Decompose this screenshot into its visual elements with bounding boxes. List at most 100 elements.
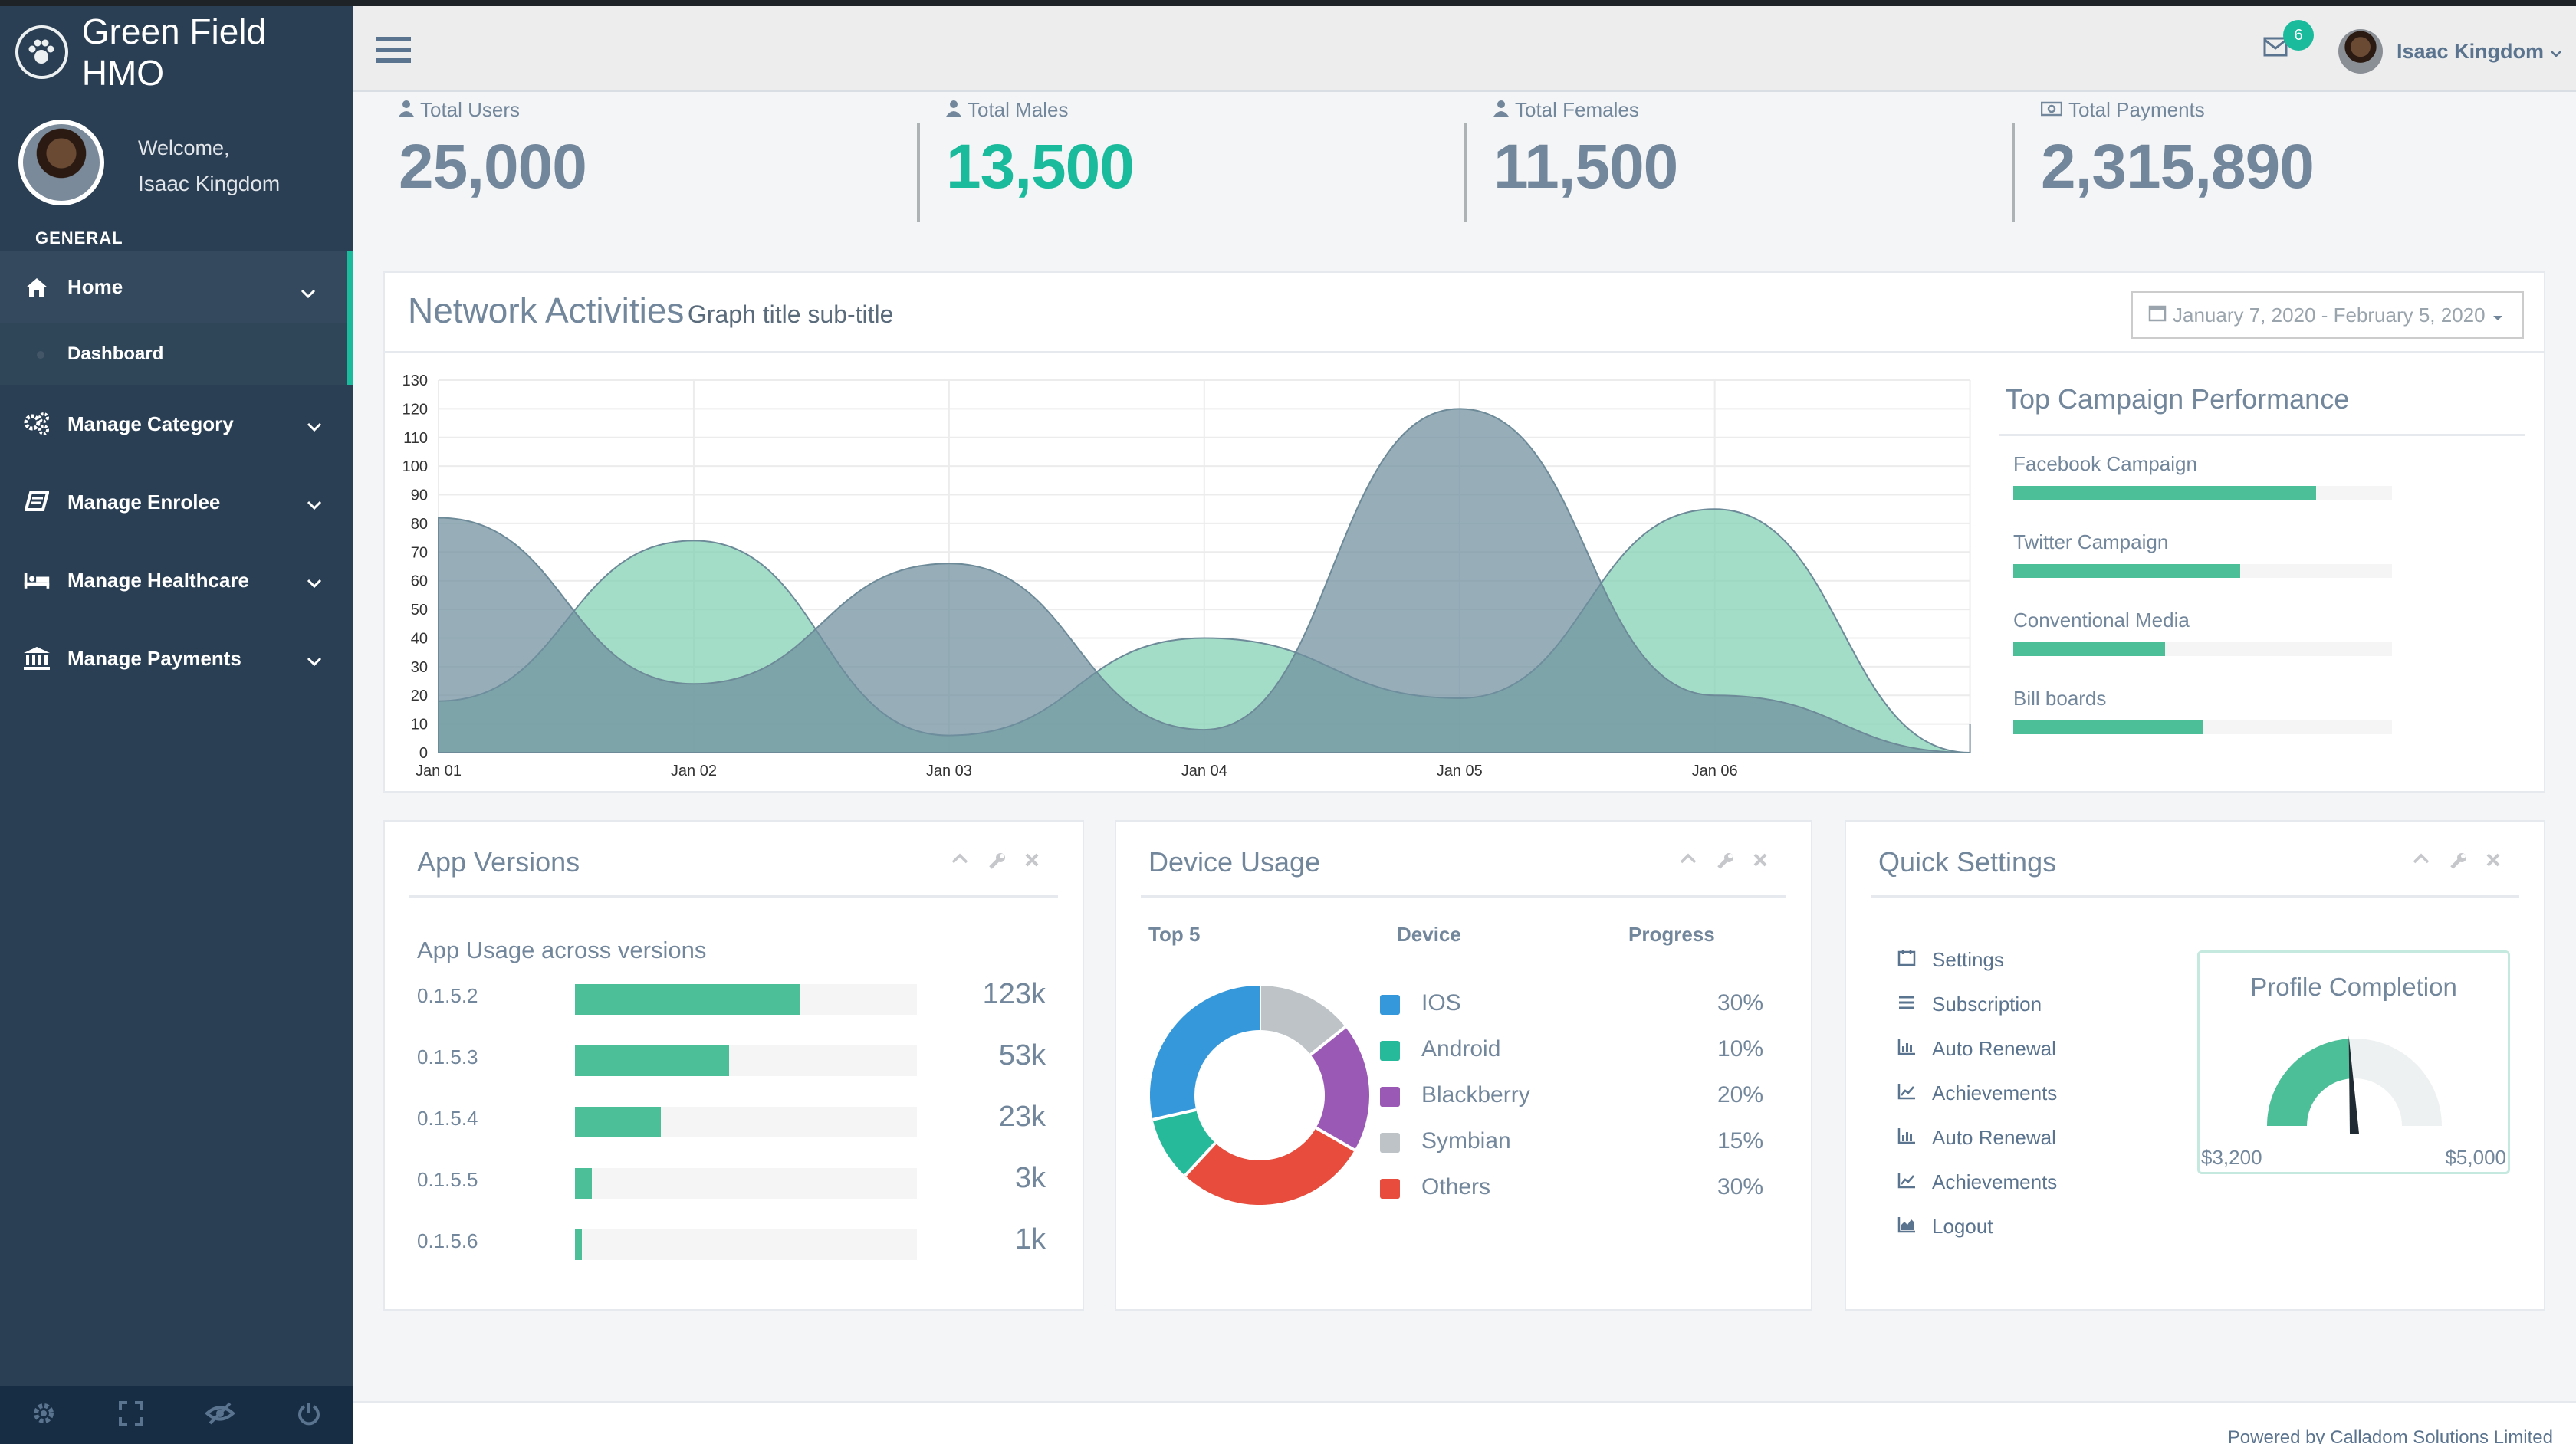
device-percent: 30% <box>1717 990 1763 1016</box>
sidebar-item-home[interactable]: Home <box>0 251 353 323</box>
device-name: Android <box>1421 1036 1501 1062</box>
sidebar-item-dashboard[interactable]: Dashboard <box>0 323 353 385</box>
date-range-text: January 7, 2020 - February 5, 2020 <box>2173 303 2486 327</box>
bar-chart-icon <box>1897 1126 1917 1150</box>
donut-slice-blackberry[interactable] <box>1309 1026 1369 1150</box>
y-tick-label: 90 <box>411 487 428 504</box>
divider <box>1464 123 1467 222</box>
close-icon[interactable] <box>2486 852 2501 875</box>
x-tick-label: Jan 04 <box>1181 763 1227 779</box>
list-item: 0.1.5.4 23k <box>417 1101 1046 1147</box>
progress-fill <box>575 1107 661 1137</box>
donut-slice-android[interactable] <box>1152 1108 1216 1176</box>
quick-setting-logout[interactable]: Logout <box>1897 1211 1993 1242</box>
x-tick-label: Jan 03 <box>926 763 972 779</box>
network-chart: 0 10 20 30 40 50 60 70 80 90 100 110 120 130 Jan 01 Jan… <box>402 372 1971 779</box>
quick-setting-subscription[interactable]: Subscription <box>1897 989 2042 1019</box>
quick-setting-auto-renewal[interactable]: Auto Renewal <box>1897 1033 2056 1064</box>
progress-fill <box>575 1045 729 1076</box>
area-series-2[interactable] <box>438 408 1970 753</box>
date-range-picker[interactable]: January 7, 2020 - February 5, 2020 <box>2131 291 2524 339</box>
fullscreen-icon[interactable] <box>118 1400 144 1430</box>
version-label: 0.1.5.4 <box>417 1107 478 1130</box>
user-icon <box>399 98 414 122</box>
wrench-icon[interactable] <box>987 852 1006 875</box>
eye-slash-icon[interactable] <box>204 1400 236 1430</box>
brand[interactable]: Green Field HMO <box>0 6 353 98</box>
usage-value: 23k <box>998 1101 1046 1133</box>
power-icon[interactable] <box>296 1400 322 1430</box>
device-name: Blackberry <box>1421 1082 1530 1108</box>
avatar[interactable] <box>2338 29 2383 74</box>
app-versions-panel: App Versions App Usage across versions 0… <box>383 820 1084 1311</box>
quick-setting-settings[interactable]: Settings <box>1897 944 2004 975</box>
usage-value: 1k <box>1014 1223 1046 1255</box>
footer: Powered by Calladom Solutions Limited <box>353 1401 2576 1444</box>
wrench-icon[interactable] <box>1716 852 1734 875</box>
stat-total-males: Total Males 13,500 <box>946 98 1135 228</box>
chevron-up-icon[interactable] <box>2412 852 2430 875</box>
close-icon[interactable] <box>1753 852 1768 875</box>
device-name: IOS <box>1421 990 1461 1016</box>
device-percent: 20% <box>1717 1082 1763 1108</box>
list-item: IOS 30% <box>1380 987 1763 1033</box>
user-menu[interactable]: Isaac Kingdom <box>2397 40 2562 64</box>
chevron-down-icon <box>307 570 322 594</box>
notification-badge[interactable]: 6 <box>2283 20 2314 51</box>
list-item: Others 30% <box>1380 1171 1763 1217</box>
list-item: Android 10% <box>1380 1033 1763 1079</box>
sidebar-item-manage-payments[interactable]: Manage Payments <box>0 619 353 697</box>
stat-label: Total Females <box>1515 98 1639 121</box>
brand-title: Green Field HMO <box>81 11 267 93</box>
calendar-icon <box>2148 304 2167 327</box>
campaign-label: Twitter Campaign <box>2013 530 2169 553</box>
sidebar-item-manage-category[interactable]: Manage Category <box>0 385 353 463</box>
panel-tools <box>2412 852 2501 875</box>
app-usage-heading: App Usage across versions <box>417 937 707 963</box>
paw-icon <box>15 25 68 79</box>
list-item: 0.1.5.5 3k <box>417 1162 1046 1208</box>
footer-text: Powered by Calladom Solutions Limited <box>2227 1427 2553 1444</box>
home-icon <box>23 274 51 301</box>
quick-setting-auto-renewal[interactable]: Auto Renewal <box>1897 1122 2056 1153</box>
version-label: 0.1.5.3 <box>417 1045 478 1068</box>
stat-total-payments: Total Payments 2,315,890 <box>2040 98 2315 228</box>
gear-icon[interactable] <box>31 1400 57 1430</box>
chevron-up-icon[interactable] <box>1679 852 1697 875</box>
chevron-down-icon <box>301 281 316 304</box>
wrench-icon[interactable] <box>2449 852 2467 875</box>
donut-slice-ios[interactable] <box>1150 986 1260 1120</box>
quick-setting-label: Auto Renewal <box>1932 1036 2056 1060</box>
campaign-title: Top Campaign Performance <box>2006 383 2350 415</box>
sidebar-item-manage-healthcare[interactable]: Manage Healthcare <box>0 541 353 619</box>
close-icon[interactable] <box>1024 852 1040 875</box>
envelope-icon[interactable] <box>2263 37 2288 61</box>
chevron-down-icon <box>2550 40 2562 63</box>
money-icon <box>2040 98 2063 122</box>
menu-icon[interactable] <box>376 35 411 68</box>
line-chart-icon <box>1897 1081 1917 1105</box>
panel-tools <box>951 852 1040 875</box>
y-tick-label: 30 <box>411 659 428 676</box>
x-tick-label: Jan 05 <box>1437 763 1483 779</box>
donut-slice-others[interactable] <box>1184 1127 1355 1205</box>
sidebar-item-label: Home <box>67 275 123 298</box>
legend-swatch <box>1380 995 1400 1015</box>
calendar-icon <box>1897 948 1917 972</box>
quick-setting-achievements[interactable]: Achievements <box>1897 1167 2057 1197</box>
profile-completion-widget: Profile Completion $3,200 $5,000 <box>2197 950 2510 1174</box>
usage-bar <box>575 1045 917 1076</box>
y-tick-label: 70 <box>411 544 428 561</box>
welcome-text: Welcome, <box>138 136 230 159</box>
chevron-up-icon[interactable] <box>951 852 969 875</box>
list-item: Symbian 15% <box>1380 1125 1763 1171</box>
panel-title: Network Activities Graph title sub-title <box>408 290 893 331</box>
progress-fill <box>2013 720 2203 734</box>
donut-slice-symbian[interactable] <box>1259 986 1346 1055</box>
sidebar-item-manage-enrolee[interactable]: Manage Enrolee <box>0 463 353 541</box>
y-tick-label: 120 <box>402 401 428 418</box>
divider <box>385 351 2544 353</box>
quick-setting-achievements[interactable]: Achievements <box>1897 1078 2057 1108</box>
campaign-progress-bar <box>2013 642 2392 656</box>
user-role: GENERAL <box>35 228 123 248</box>
